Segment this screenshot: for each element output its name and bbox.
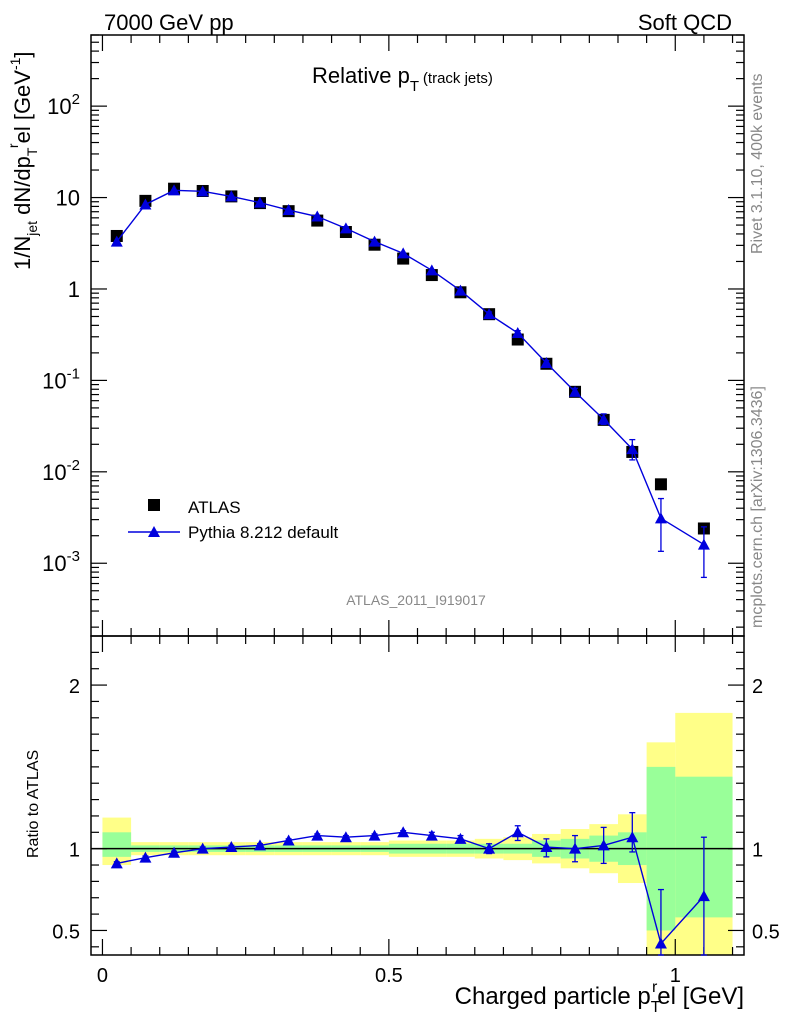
header-right: Soft QCD: [638, 10, 732, 35]
x-tick-label: 0.5: [375, 965, 403, 987]
atlas-data-point: [511, 333, 524, 346]
pythia-data-point: [425, 264, 438, 276]
pythia-data-point: [139, 198, 152, 210]
ratio-y-tick-label-right: 0.5: [752, 921, 780, 943]
x-axis-label: Charged particle pTrel [GeV]: [455, 979, 744, 1016]
main-title: Relative pT (track jets): [312, 63, 493, 95]
pythia-data-point: [483, 308, 496, 320]
pythia-data-point: [569, 385, 582, 397]
y-tick-label-base: 1: [68, 277, 80, 302]
y-axis-label-main: 1/Njet dN/dpTrel [GeV-1]: [5, 51, 40, 270]
ratio-data-point: [368, 829, 381, 841]
ratio-data-point: [282, 834, 295, 846]
y-tick-label: 10: [56, 186, 80, 211]
y-axis-label-ratio: Ratio to ATLAS: [25, 750, 42, 858]
ratio-data-point: [253, 839, 266, 851]
ratio-data-point: [311, 829, 324, 841]
ratio-data-point: [697, 890, 710, 902]
pythia-data-point: [697, 538, 710, 550]
ratio-data-point: [483, 842, 496, 854]
x-tick-label: 0: [97, 965, 108, 987]
ratio-plot-frame: [90, 635, 745, 956]
ratio-data-point: [425, 829, 438, 841]
y-tick-label-base: 10: [42, 551, 66, 576]
pythia-data-point: [397, 247, 410, 259]
y-tick-label: 10-1: [42, 365, 80, 393]
main-plot-frame: [90, 34, 745, 637]
pythia-data-point: [110, 235, 123, 247]
ratio-y-tick-label-left: 0.5: [52, 921, 80, 943]
ratio-data-point: [540, 841, 553, 853]
ratio-plot-panel: 0 0.5 1 0.5 0.5 1 1 2 2: [52, 635, 780, 987]
ratio-data-point: [196, 842, 209, 854]
y-tick-label: 10-3: [42, 548, 80, 576]
y-tick-label-base: 10: [42, 368, 66, 393]
ratio-y-tick-label-left: 2: [69, 676, 80, 698]
pythia-data-point: [597, 413, 610, 425]
legend-marker-atlas: [148, 499, 160, 511]
pythia-data-point: [168, 184, 181, 196]
y-tick-label-exp: 2: [72, 91, 80, 108]
ratio-data-point: [454, 832, 467, 844]
y-tick-label-exp: -2: [67, 457, 80, 474]
ratio-data-point: [225, 841, 238, 853]
ratio-data-point: [397, 826, 410, 838]
ratio-y-tick-label-right: 1: [752, 840, 763, 862]
y-tick-label-base: 10: [42, 460, 66, 485]
pythia-data-point: [626, 443, 639, 455]
pythia-data-point: [511, 326, 524, 338]
pythia-series-line: [116, 189, 705, 546]
pythia-data-point: [339, 222, 352, 234]
pythia-data-point: [454, 284, 467, 296]
ratio-data-point: [626, 831, 639, 843]
y-tick-label-exp: -3: [67, 548, 80, 565]
y-tick-label-exp: -1: [67, 365, 80, 382]
uncertainty-band-green: [102, 832, 132, 857]
y-tick-label-base: 10: [47, 94, 71, 119]
pythia-data-point: [253, 196, 266, 208]
y-tick-label: 1: [68, 277, 80, 302]
atlas-data-point: [654, 478, 667, 491]
header-left: 7000 GeV pp: [104, 10, 234, 35]
ratio-data-point: [511, 826, 524, 838]
ratio-data-point: [654, 937, 667, 949]
analysis-id-label: ATLAS_2011_I919017: [346, 592, 486, 608]
ratio-data-point: [168, 846, 181, 858]
ratio-data-point: [139, 851, 152, 863]
y-tick-label: 102: [47, 91, 80, 119]
ratio-y-tick-label-right: 2: [752, 676, 763, 698]
legend-label-atlas: ATLAS: [188, 498, 241, 517]
legend: ATLAS Pythia 8.212 default: [128, 498, 339, 542]
pythia-data-point: [540, 356, 553, 368]
pythia-data-point: [282, 204, 295, 216]
ratio-y-tick-label-left: 1: [69, 840, 80, 862]
y-tick-label-base: 10: [56, 186, 80, 211]
y-tick-label: 10-2: [42, 457, 80, 485]
pythia-data-point: [311, 210, 324, 222]
pythia-data-point: [654, 512, 667, 524]
pythia-data-point: [225, 190, 238, 202]
legend-label-pythia: Pythia 8.212 default: [188, 523, 339, 542]
legend-marker-pythia: [148, 526, 160, 537]
pythia-data-point: [196, 185, 209, 197]
ratio-data-point: [339, 831, 352, 843]
x-tick-label: 1: [670, 965, 681, 987]
rivet-label: Rivet 3.1.10, 400k events: [749, 73, 766, 254]
ratio-data-point: [110, 857, 123, 869]
ratio-data-point: [597, 839, 610, 851]
pythia-data-point: [368, 235, 381, 247]
ratio-data-point: [569, 842, 582, 854]
mcplots-label: mcplots.cern.ch [arXiv:1306.3436]: [749, 386, 766, 628]
